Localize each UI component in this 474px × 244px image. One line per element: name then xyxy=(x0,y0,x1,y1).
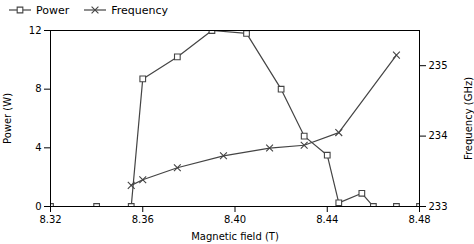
svg-text:8.44: 8.44 xyxy=(316,214,338,225)
svg-text:12: 12 xyxy=(29,25,42,36)
svg-text:8: 8 xyxy=(35,83,41,94)
svg-text:Magnetic field (T): Magnetic field (T) xyxy=(191,231,279,242)
svg-text:0: 0 xyxy=(35,201,41,212)
svg-text:8.36: 8.36 xyxy=(132,214,154,225)
svg-text:8.40: 8.40 xyxy=(224,214,246,225)
html-text:Power: Power xyxy=(36,3,70,17)
svg-text:8.32: 8.32 xyxy=(39,214,61,225)
svg-text:8.48: 8.48 xyxy=(408,214,430,225)
svg-text:Power (W): Power (W) xyxy=(2,93,13,144)
html-text:Frequency: Frequency xyxy=(111,3,169,17)
svg-text:233: 233 xyxy=(429,201,448,212)
svg-text:235: 235 xyxy=(429,60,448,71)
svg-text:Frequency (GHz): Frequency (GHz) xyxy=(463,77,474,160)
svg-text:4: 4 xyxy=(35,142,41,153)
svg-text:234: 234 xyxy=(429,130,448,141)
